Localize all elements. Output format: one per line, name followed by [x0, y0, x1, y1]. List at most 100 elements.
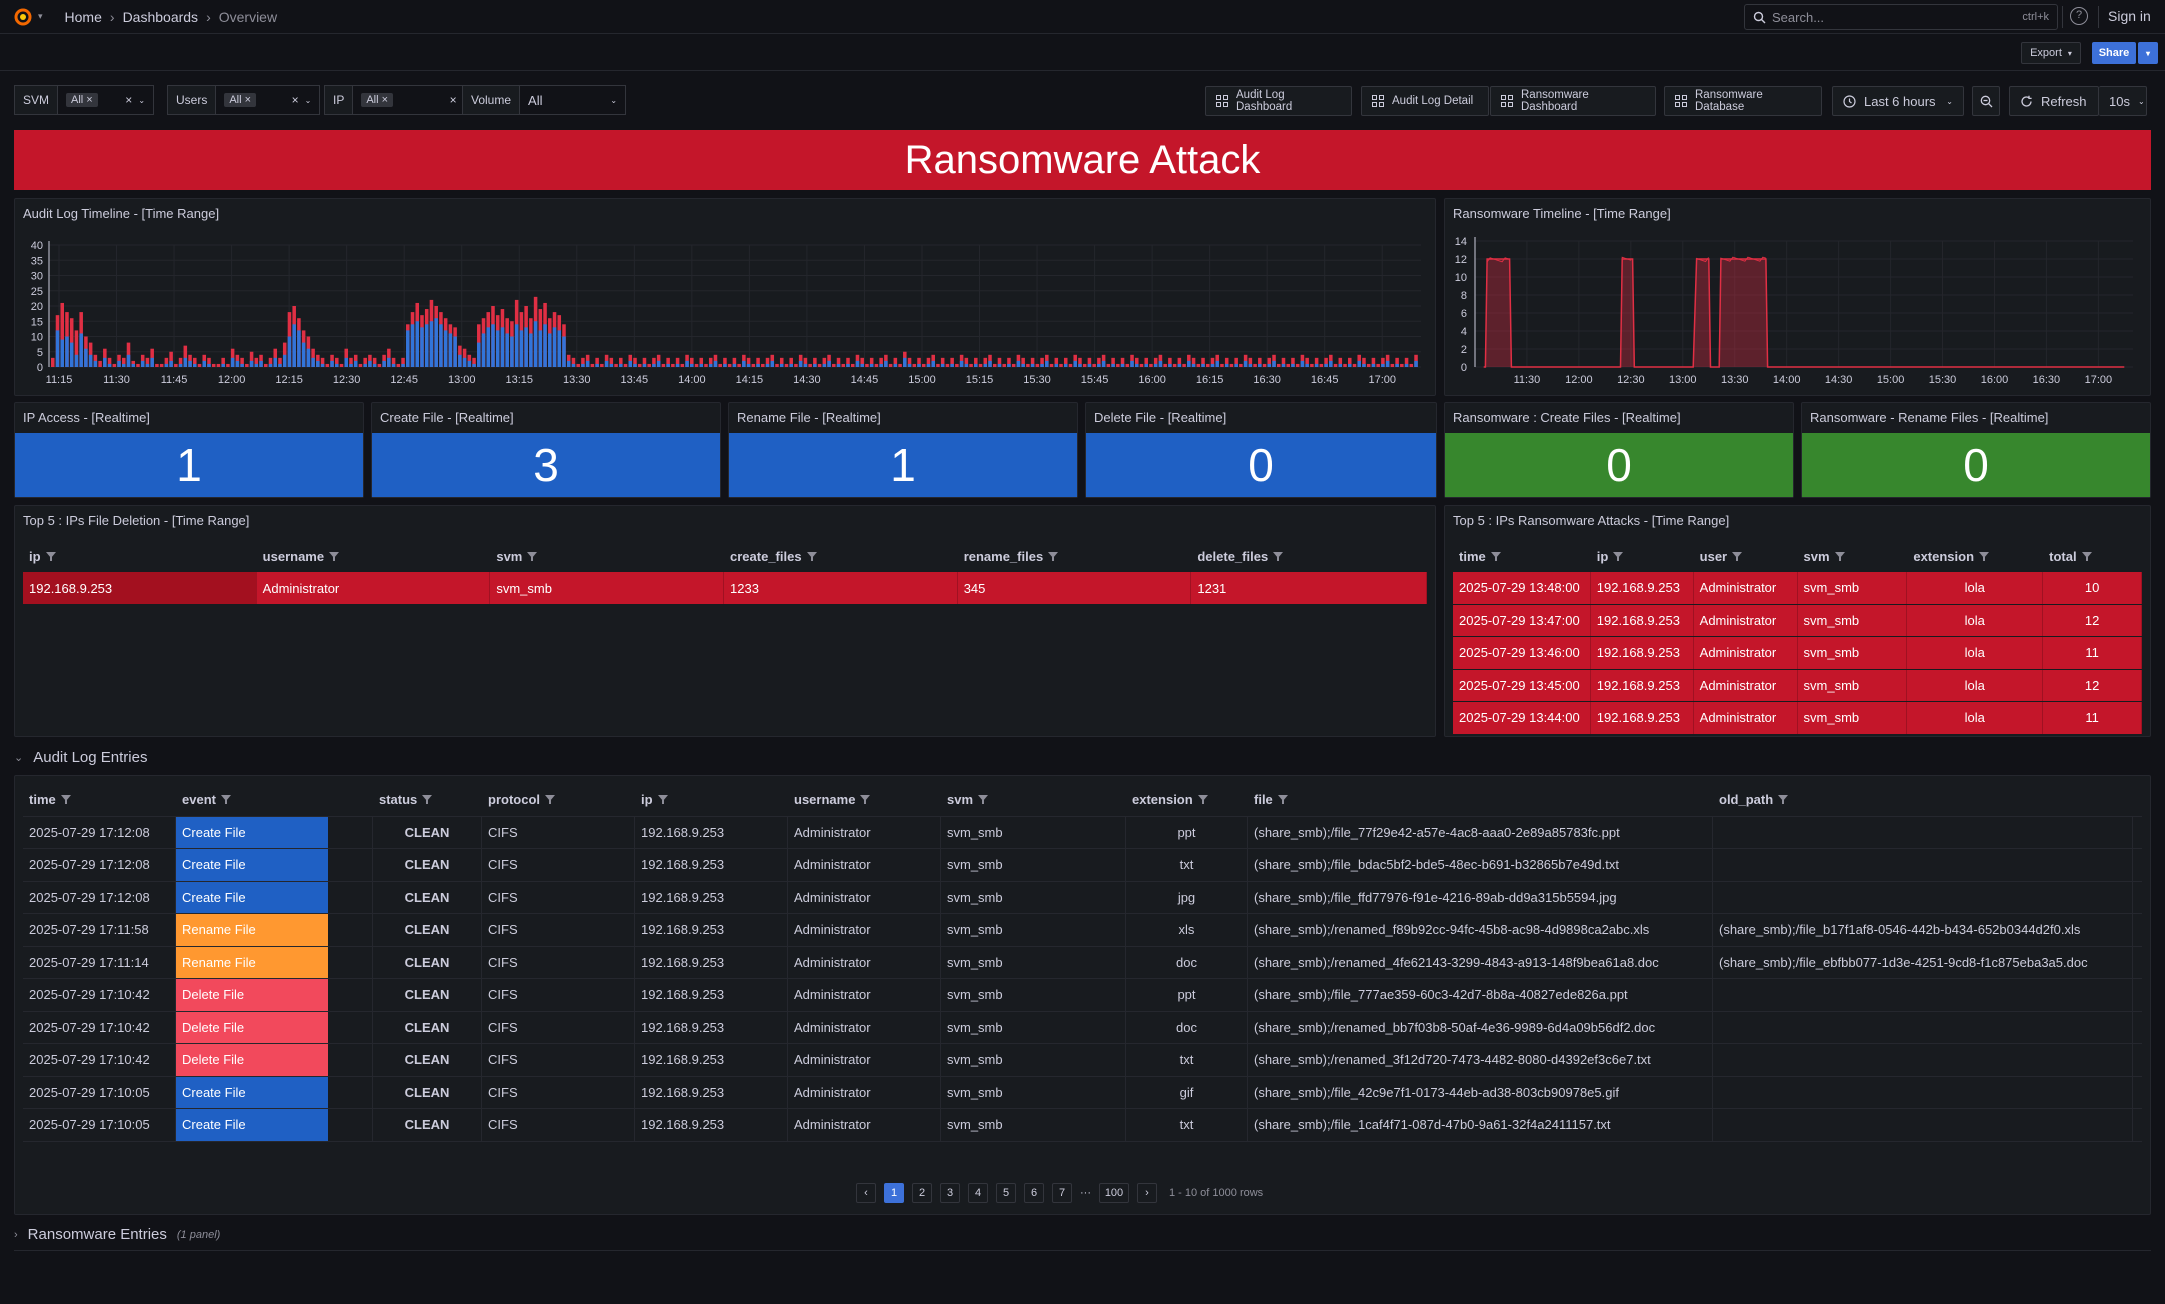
- filter-icon[interactable]: [860, 795, 871, 805]
- filter-icon[interactable]: [527, 551, 538, 561]
- zoom-out-button[interactable]: [1972, 86, 2000, 116]
- column-header[interactable]: total: [2043, 540, 2142, 572]
- filter-icon[interactable]: [1613, 551, 1624, 561]
- variable-volume[interactable]: Volume All ⌄: [462, 82, 627, 118]
- ip-select[interactable]: All ××⌄: [353, 85, 479, 115]
- filter-icon[interactable]: [1197, 795, 1208, 805]
- refresh-button[interactable]: Refresh: [2009, 86, 2099, 116]
- filter-icon[interactable]: [1048, 551, 1059, 561]
- column-header[interactable]: svm: [941, 784, 1126, 816]
- bar-blue: [1078, 363, 1082, 367]
- column-header[interactable]: event: [176, 784, 373, 816]
- filter-icon[interactable]: [45, 551, 56, 561]
- help-icon[interactable]: ?: [2070, 7, 2088, 25]
- column-header[interactable]: ip: [635, 784, 788, 816]
- table-row: 2025-07-29 17:12:08 Create File CLEAN CIFS 1…: [23, 816, 2142, 849]
- filter-icon[interactable]: [1778, 795, 1789, 805]
- crumb-dashboards[interactable]: Dashboards: [122, 8, 199, 25]
- export-button[interactable]: Export ▾: [2021, 42, 2081, 64]
- bar-red: [1376, 363, 1380, 367]
- bar-blue: [1120, 363, 1125, 367]
- column-header[interactable]: rename_files: [958, 540, 1192, 572]
- filter-icon[interactable]: [806, 551, 817, 561]
- page-6-button[interactable]: 6: [1024, 1183, 1044, 1203]
- bar-blue: [685, 360, 689, 367]
- bar-red: [249, 351, 254, 367]
- column-header[interactable]: create_files: [724, 540, 958, 572]
- page-2-button[interactable]: 2: [912, 1183, 932, 1203]
- share-menu-button[interactable]: ▾: [2138, 42, 2158, 64]
- share-button[interactable]: Share: [2092, 42, 2136, 64]
- bar-red: [1258, 357, 1262, 367]
- column-header[interactable]: extension: [1907, 540, 2043, 572]
- stat-ransomware-create-files: Ransomware : Create Files - [Realtime] 0: [1444, 402, 1794, 498]
- svm-select[interactable]: All × × ⌄: [58, 85, 155, 115]
- filter-icon[interactable]: [978, 795, 989, 805]
- selected-chip: All ×: [224, 93, 257, 107]
- column-header[interactable]: old_path: [1713, 784, 2133, 816]
- column-header[interactable]: user: [1694, 540, 1798, 572]
- filter-icon[interactable]: [2081, 551, 2092, 561]
- page-5-button[interactable]: 5: [996, 1183, 1016, 1203]
- filter-icon[interactable]: [220, 795, 231, 805]
- filter-icon[interactable]: [422, 795, 433, 805]
- column-header[interactable]: svm: [1798, 540, 1908, 572]
- bar-blue: [1144, 363, 1148, 367]
- prev-page-button[interactable]: ‹: [856, 1183, 876, 1203]
- x-tick-label: 12:15: [275, 374, 303, 386]
- link-ransomware-database[interactable]: Ransomware Database: [1664, 86, 1822, 116]
- column-header[interactable]: ip: [23, 540, 257, 572]
- filter-icon[interactable]: [1732, 551, 1743, 561]
- users-select[interactable]: All × × ⌄: [216, 85, 321, 115]
- page-3-button[interactable]: 3: [940, 1183, 960, 1203]
- grafana-logo-icon[interactable]: [10, 4, 36, 30]
- menu-chevron-icon[interactable]: ▾: [38, 11, 43, 21]
- page-1-button[interactable]: 1: [884, 1183, 904, 1203]
- search-input[interactable]: Search... ctrl+k: [1744, 4, 2058, 30]
- variable-svm[interactable]: SVM All × × ⌄: [14, 82, 155, 118]
- column-header[interactable]: time: [23, 784, 176, 816]
- bar-red: [363, 357, 367, 367]
- column-header[interactable]: status: [373, 784, 482, 816]
- filter-icon[interactable]: [1490, 551, 1501, 561]
- column-header[interactable]: username: [257, 540, 491, 572]
- clear-icon[interactable]: ×: [125, 93, 133, 107]
- column-header[interactable]: ip: [1591, 540, 1694, 572]
- column-header[interactable]: delete_files: [1191, 540, 1427, 572]
- next-page-button[interactable]: ›: [1137, 1183, 1157, 1203]
- filter-icon[interactable]: [1273, 551, 1284, 561]
- column-header[interactable]: time: [1453, 540, 1591, 572]
- filter-icon[interactable]: [60, 795, 71, 805]
- column-header[interactable]: svm: [490, 540, 724, 572]
- page-100-button[interactable]: 100: [1099, 1183, 1129, 1203]
- volume-select[interactable]: All ⌄: [520, 85, 627, 115]
- clear-icon[interactable]: ×: [449, 93, 457, 107]
- filter-icon[interactable]: [1277, 795, 1288, 805]
- link-audit-log-dashboard[interactable]: Audit Log Dashboard: [1205, 86, 1352, 116]
- row-ransomware-entries[interactable]: › Ransomware Entries (1 panel): [14, 1226, 220, 1243]
- column-header[interactable]: protocol: [482, 784, 635, 816]
- column-header[interactable]: username: [788, 784, 941, 816]
- variable-ip[interactable]: IP All ××⌄: [324, 82, 479, 118]
- sign-in-link[interactable]: Sign in: [2108, 8, 2151, 24]
- clear-icon[interactable]: ×: [291, 93, 299, 107]
- link-audit-log-detail[interactable]: Audit Log Detail: [1361, 86, 1489, 116]
- variable-users[interactable]: Users All × × ⌄: [167, 82, 321, 118]
- chevron-down-icon: ▾: [2067, 48, 2072, 58]
- filter-icon[interactable]: [545, 795, 555, 805]
- row-audit-log-entries[interactable]: ⌄ Audit Log Entries: [14, 749, 147, 766]
- page-4-button[interactable]: 4: [968, 1183, 988, 1203]
- filter-icon[interactable]: [657, 795, 668, 805]
- column-header[interactable]: file: [1248, 784, 1713, 816]
- link-ransomware-dashboard[interactable]: Ransomware Dashboard: [1490, 86, 1656, 116]
- column-header[interactable]: extension: [1126, 784, 1248, 816]
- filter-icon[interactable]: [1834, 551, 1845, 561]
- filter-icon[interactable]: [1979, 551, 1990, 561]
- cell-username: Administrator: [788, 1109, 941, 1141]
- page-7-button[interactable]: 7: [1052, 1183, 1072, 1203]
- crumb-home[interactable]: Home: [64, 8, 102, 25]
- time-range-picker[interactable]: Last 6 hours ⌄: [1832, 86, 1964, 116]
- filter-icon[interactable]: [329, 551, 340, 561]
- refresh-interval-select[interactable]: 10s ⌄: [2099, 86, 2147, 116]
- event-badge: Delete File: [176, 1044, 328, 1076]
